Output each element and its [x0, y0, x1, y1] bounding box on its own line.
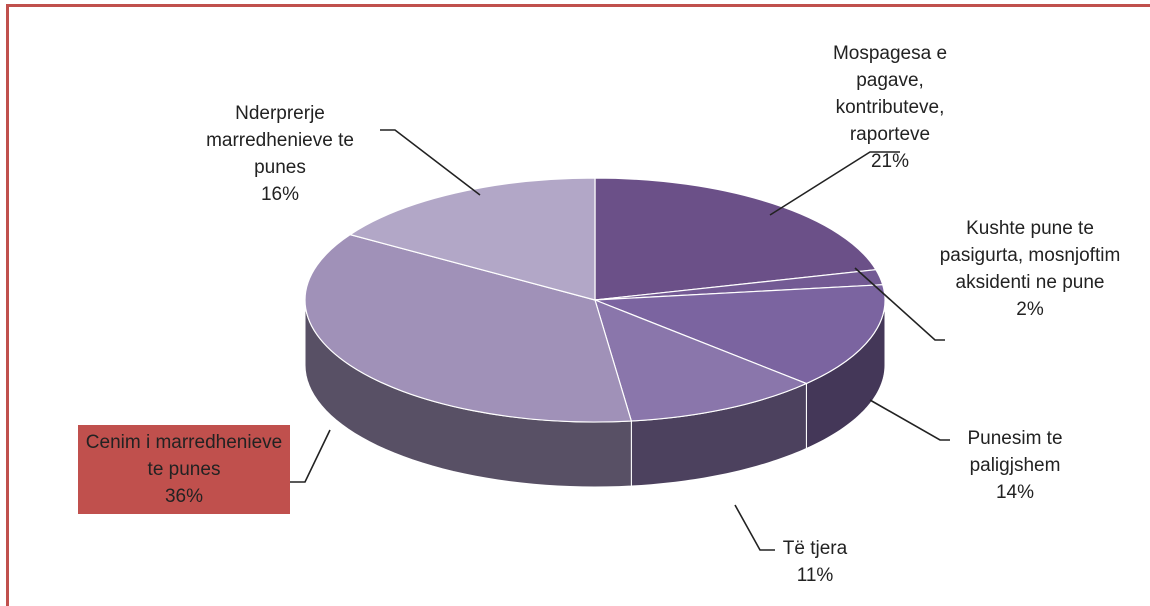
leader-lines — [290, 129, 950, 551]
value-label: 21% — [870, 151, 910, 172]
value-label: 11% — [796, 565, 834, 586]
slice-label: Mospagesa e pagave, kontributeve, raport… — [800, 40, 980, 175]
value-label: 14% — [995, 482, 1035, 503]
slice-label: Cenim i marredhenieve te punes 36% — [78, 425, 290, 514]
frame — [6, 4, 1150, 606]
slice-label: Punesim te paligjshem 14% — [935, 425, 1095, 506]
leader-line — [290, 429, 331, 483]
slice-label: Nderprerje marredhenieve te punes 16% — [180, 100, 380, 208]
category-label: Të tjera — [782, 538, 848, 559]
leader-line — [769, 151, 900, 216]
value-label: 2% — [1016, 299, 1044, 320]
category-label: Punesim te paligjshem — [967, 428, 1063, 476]
value-label: 36% — [164, 486, 204, 507]
slice — [594, 298, 808, 422]
category-label: Cenim i marredhenieve te punes — [85, 432, 283, 480]
leader-line — [869, 399, 950, 441]
category-label: Kushte pune te pasigurta, mosnjoftim aks… — [939, 218, 1121, 293]
slice — [348, 177, 596, 301]
slice — [594, 177, 877, 301]
slice-label: Kushte pune te pasigurta, mosnjoftim aks… — [930, 215, 1130, 323]
slice-label: Të tjera 11% — [760, 535, 870, 589]
leader-line — [854, 267, 945, 341]
value-label: 16% — [260, 184, 300, 205]
category-label: Nderprerje marredhenieve te punes — [206, 103, 354, 178]
leader-line — [380, 129, 481, 196]
leader-line — [734, 504, 775, 551]
slice — [304, 233, 633, 423]
category-label: Mospagesa e pagave, kontributeve, raport… — [832, 43, 948, 145]
